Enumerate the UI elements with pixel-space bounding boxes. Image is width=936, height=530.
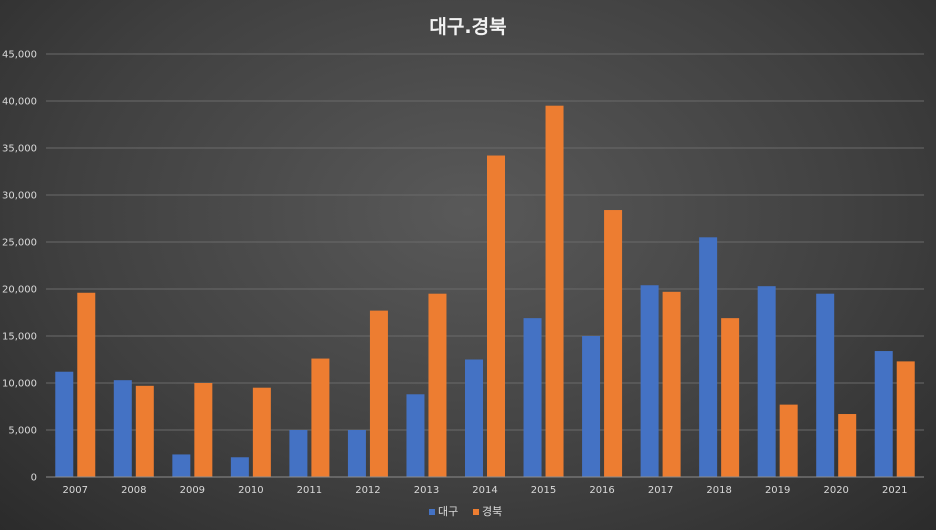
x-tick-label: 2021 xyxy=(882,485,907,496)
x-tick-label: 2020 xyxy=(823,485,848,496)
bar-gyeongbuk-2020 xyxy=(838,414,857,477)
bar-gyeongbuk-2021 xyxy=(896,361,915,477)
bar-daegu-2015 xyxy=(523,318,542,477)
bar-daegu-2020 xyxy=(816,293,835,477)
legend-swatch-daegu xyxy=(429,509,435,515)
bar-gyeongbuk-2018 xyxy=(721,318,740,477)
legend-label-gyeongbuk: 경북 xyxy=(482,505,502,518)
bar-daegu-2008 xyxy=(113,380,132,477)
bar-daegu-2010 xyxy=(230,457,249,477)
x-tick-label: 2017 xyxy=(648,485,673,496)
bar-gyeongbuk-2017 xyxy=(662,291,681,477)
x-tick-label: 2019 xyxy=(765,485,790,496)
bar-daegu-2017 xyxy=(640,285,659,477)
y-tick-label: 5,000 xyxy=(8,426,37,437)
bar-daegu-2019 xyxy=(757,286,776,477)
x-tick-label: 2011 xyxy=(297,485,322,496)
x-tick-label: 2007 xyxy=(63,485,88,496)
bar-gyeongbuk-2009 xyxy=(194,383,213,477)
bar-gyeongbuk-2014 xyxy=(487,155,505,477)
bar-gyeongbuk-2008 xyxy=(135,385,154,477)
x-tick-label: 2013 xyxy=(414,485,439,496)
y-tick-label: 35,000 xyxy=(2,144,37,155)
y-tick-label: 40,000 xyxy=(2,97,37,108)
bar-daegu-2012 xyxy=(347,430,366,477)
chart-title: 대구.경북 xyxy=(429,16,507,38)
bar-gyeongbuk-2016 xyxy=(604,210,623,478)
y-tick-label: 10,000 xyxy=(2,379,37,390)
legend-label-daegu: 대구 xyxy=(438,505,458,518)
bar-gyeongbuk-2007 xyxy=(77,292,96,477)
bar-daegu-2011 xyxy=(289,430,308,477)
x-tick-label: 2008 xyxy=(121,485,146,496)
x-tick-label: 2012 xyxy=(355,485,380,496)
x-tick-label: 2014 xyxy=(472,485,497,496)
x-tick-label: 2018 xyxy=(706,485,731,496)
bar-daegu-2021 xyxy=(874,351,893,477)
bar-gyeongbuk-2019 xyxy=(779,404,798,477)
bar-daegu-2018 xyxy=(699,237,718,477)
x-tick-label: 2009 xyxy=(180,485,205,496)
y-tick-label: 15,000 xyxy=(2,332,37,343)
y-tick-label: 0 xyxy=(31,473,37,484)
y-tick-label: 25,000 xyxy=(2,238,37,249)
x-tick-label: 2016 xyxy=(589,485,614,496)
bar-gyeongbuk-2010 xyxy=(252,387,271,477)
legend-swatch-gyeongbuk xyxy=(473,509,479,515)
bar-gyeongbuk-2013 xyxy=(428,293,447,477)
y-tick-label: 45,000 xyxy=(2,50,37,61)
bar-daegu-2014 xyxy=(465,359,483,477)
bar-gyeongbuk-2012 xyxy=(369,310,388,477)
y-tick-label: 30,000 xyxy=(2,191,37,202)
bar-daegu-2016 xyxy=(582,336,601,477)
bar-daegu-2007 xyxy=(55,371,74,477)
bar-daegu-2013 xyxy=(406,394,425,477)
y-tick-label: 20,000 xyxy=(2,285,37,296)
bar-gyeongbuk-2015 xyxy=(545,105,564,477)
x-tick-label: 2010 xyxy=(238,485,263,496)
x-tick-label: 2015 xyxy=(531,485,556,496)
bar-gyeongbuk-2011 xyxy=(311,358,330,477)
bar-daegu-2009 xyxy=(172,454,191,477)
